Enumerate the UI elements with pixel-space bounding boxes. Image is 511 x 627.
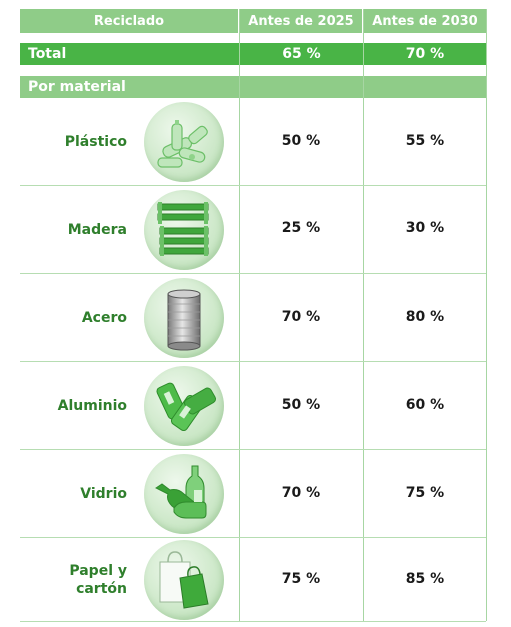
header-2030-label: Antes de 2030 xyxy=(372,13,478,29)
header-2025: Antes de 2025 xyxy=(240,9,362,33)
row-divider xyxy=(20,185,486,186)
header-2030: Antes de 2030 xyxy=(364,9,486,33)
total-2030-value: 70 % xyxy=(405,46,445,62)
value-2030: 75 % xyxy=(405,485,445,501)
column-divider xyxy=(486,9,487,621)
value-2030: 55 % xyxy=(405,133,445,149)
value-2025: 25 % xyxy=(281,220,321,236)
steel-can-icon xyxy=(144,278,224,358)
wooden-crates-icon xyxy=(144,190,224,270)
plastic-bottles-icon xyxy=(144,102,224,182)
section-2030-cell xyxy=(364,76,486,98)
glass-bottles-icon xyxy=(144,454,224,534)
paper-bags-icon xyxy=(144,540,224,620)
value-2025: 70 % xyxy=(281,485,321,501)
section-label-cell: Por material xyxy=(20,76,239,98)
section-2025-cell xyxy=(240,76,363,98)
value-2030: 60 % xyxy=(405,397,445,413)
table-row-aluminio: Aluminio 50 % 60 % xyxy=(20,362,486,449)
row-divider xyxy=(20,621,486,622)
material-label: Plástico xyxy=(64,133,127,150)
material-label: Vidrio xyxy=(80,485,127,502)
row-divider xyxy=(20,449,486,450)
table-row-vidrio: Vidrio 70 % 75 % xyxy=(20,450,486,537)
header-reciclado-label: Reciclado xyxy=(93,13,165,29)
column-divider xyxy=(239,9,240,621)
column-divider xyxy=(363,9,364,621)
header-2025-label: Antes de 2025 xyxy=(248,13,354,29)
section-label: Por material xyxy=(28,79,126,95)
value-2025: 50 % xyxy=(281,133,321,149)
total-row-label-cell: Total xyxy=(20,43,239,65)
table-row-plastico: Plástico 50 % 55 % xyxy=(20,98,486,185)
row-divider xyxy=(20,361,486,362)
material-label: Papel y cartón xyxy=(69,562,127,597)
total-label: Total xyxy=(28,46,67,62)
header-reciclado: Reciclado xyxy=(20,9,238,33)
table-row-papel-carton: Papel y cartón 75 % 85 % xyxy=(20,538,486,621)
material-label: Aluminio xyxy=(57,397,127,414)
value-2030: 85 % xyxy=(405,571,445,587)
total-2030-cell: 70 % xyxy=(364,43,486,65)
row-divider xyxy=(20,273,486,274)
value-2025: 70 % xyxy=(281,309,321,325)
material-label: Acero xyxy=(81,309,127,326)
total-2025-value: 65 % xyxy=(282,46,321,62)
table-row-madera: Madera 25 % 30 % xyxy=(20,186,486,273)
row-divider xyxy=(20,537,486,538)
value-2025: 75 % xyxy=(281,571,321,587)
value-2030: 30 % xyxy=(405,220,445,236)
material-label: Madera xyxy=(67,221,127,238)
total-2025-cell: 65 % xyxy=(240,43,363,65)
value-2030: 80 % xyxy=(405,309,445,325)
aluminium-cans-icon xyxy=(144,366,224,446)
value-2025: 50 % xyxy=(281,397,321,413)
table-row-acero: Acero 70 % xyxy=(20,274,486,361)
